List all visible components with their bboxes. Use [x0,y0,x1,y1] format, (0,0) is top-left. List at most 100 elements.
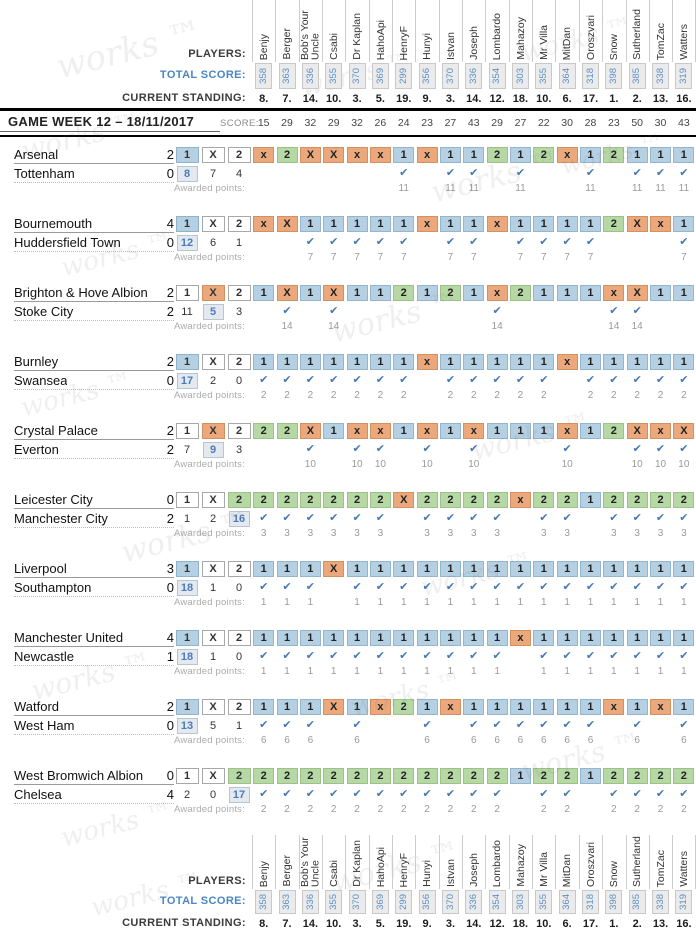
check-icon: ✔ [352,650,362,662]
awarded-points-label: Awarded points: [174,528,245,539]
awarded-points-value: 2 [564,804,570,815]
check-icon: ✔ [445,650,456,662]
awarded-points-value: 6 [260,735,267,746]
awarded-points-value: 1 [611,597,617,608]
pick-count: 5 [209,719,217,732]
home-team-name: Crystal Palace [14,423,98,438]
check-icon: ✔ [352,719,362,731]
awarded-points-value: 7 [307,252,314,263]
awarded-points-value: 1 [307,597,314,608]
player-name: Oroszvari [584,15,597,60]
standing-value: 10. [326,93,342,105]
player-name: Benjy [257,860,270,887]
check-icon: ✔ [679,167,689,179]
away-team-name: Stoke City [14,304,74,319]
current-standing-row: CURRENT STANDING: 8. 7. 14. 10. 3. 5. 19. 9. 3. 14… [0,90,696,108]
check-icon: ✔ [539,719,549,731]
check-icon: ✔ [422,650,432,662]
check-icon: ✔ [469,167,479,179]
check-icon: ✔ [399,374,409,386]
prediction-cell: X [276,284,298,301]
home-team-score: 4 [166,216,174,231]
prediction-cell: 1 [509,353,531,370]
check-icon: ✔ [329,305,339,317]
current-standing-row: CURRENT STANDING: 8. 7. 14. 10. 3. 5. 19. 9. 3. 14… [0,915,696,928]
match-block: Watford 2 1 X 2 1 1 1 X 1 x 2 1 x 1 1 1 1 1 1 x 1 x 1 West Ham 0 1… [0,697,696,749]
prediction-cell: 1 [346,353,368,370]
check-icon: ✔ [469,236,479,248]
awarded-points-value: 1 [564,597,570,608]
total-score-row: TOTAL SCORE: 358 363 336 355 370 369 299 356 370 3… [0,889,696,915]
check-icon: ✔ [445,788,456,800]
player-name: HahoApi [374,19,387,60]
awarded-points-value: 2 [470,804,477,815]
check-icon: ✔ [539,788,549,800]
awarded-points-value: 1 [587,666,594,677]
standing-value: 7. [282,918,292,928]
awarded-points-value: 14 [328,321,340,332]
check-icon: ✔ [609,650,619,662]
prediction-cell: 1 [603,560,625,577]
total-score-value: 364 [561,894,573,910]
home-team-score: 2 [166,147,174,162]
home-team-score: 2 [166,699,174,714]
check-icon: ✔ [399,167,409,179]
prediction-cell: 1 [299,698,321,715]
awarded-points-row: Awarded points: 2 2 2 2 2 2 2 2 2 2 2 2 2 2 2 2 2 [0,804,696,818]
players-name-row: PLAYERS: Benjy Berger Bob's Your Uncle Csabi… [0,0,696,62]
check-icon: ✔ [609,305,619,317]
total-score-cell: 336 [465,890,483,914]
check-icon: ✔ [282,512,292,524]
player-name: Dr Kaplan [351,840,364,887]
check-icon: ✔ [282,719,292,731]
awarded-points-value: 2 [681,804,687,815]
prediction-cell: 1 [276,629,298,646]
awarded-points-value: 11 [655,183,666,194]
awarded-points-label: Awarded points: [174,666,245,677]
away-team-score: 0 [166,166,174,181]
awarded-points-value: 1 [260,597,267,608]
prediction-cell: 1 [509,146,531,163]
awarded-points-row: Awarded points: 14 14 14 14 14 [0,321,696,335]
home-team-name: Arsenal [14,147,59,162]
total-score-value: 336 [304,894,316,910]
total-score-value: 370 [351,68,363,84]
prediction-cell: x [346,146,368,163]
prediction-cell: X [626,284,648,301]
total-score-value: 363 [281,68,293,84]
prediction-cell: 2 [673,767,695,784]
check-icon: ✔ [469,581,479,593]
awarded-points-value: 3 [260,528,267,539]
awarded-points-value: 6 [517,735,524,746]
prediction-cell: 1 [393,560,415,577]
player-column: Mr Villa [532,835,555,889]
check-icon: ✔ [515,581,526,593]
result-header-cell: X [201,422,225,439]
awarded-points-value: 2 [470,390,477,401]
result-header-cell: 1 [175,560,199,577]
week-score-value: 43 [467,117,480,129]
prediction-cell: 2 [650,767,672,784]
player-column: MitDan [555,835,578,889]
check-icon: ✔ [492,374,502,386]
standing-value: 14. [466,93,482,105]
player-name: Istvan [444,858,457,887]
check-icon: ✔ [632,788,642,800]
prediction-cell: 1 [439,422,461,439]
awarded-points-value: 2 [330,804,337,815]
match-home-row: Liverpool 3 1 X 2 1 1 1 X 1 1 1 1 1 1 1 1 1 1 1 1 1 1 1 [0,559,696,578]
away-team-name: Everton [14,442,59,457]
check-icon: ✔ [282,581,292,593]
awarded-points-value: 6 [284,735,290,746]
week-score-label: SCORE: [219,117,259,129]
check-icon: ✔ [515,167,526,179]
awarded-points-value: 1 [284,597,290,608]
standing-value: 2. [632,93,642,105]
player-column: Watters [672,0,696,62]
check-icon: ✔ [305,650,315,662]
result-header-cell: 1 [175,284,199,301]
